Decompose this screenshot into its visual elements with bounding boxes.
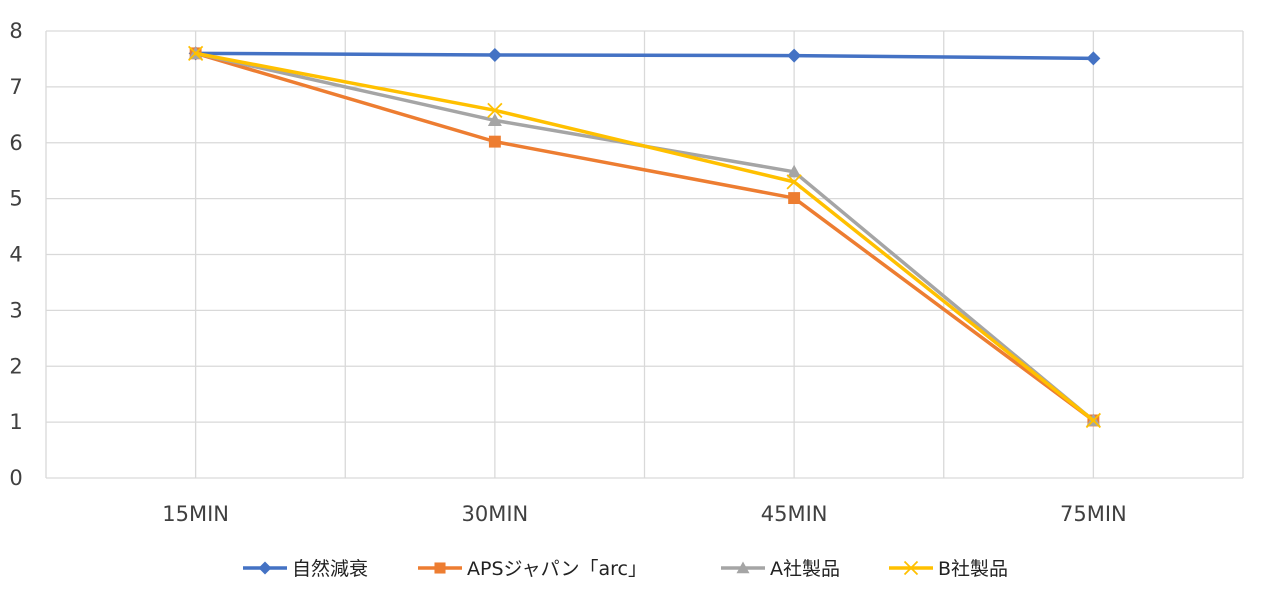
legend-label: A社製品	[770, 558, 840, 580]
data-point	[187, 45, 204, 61]
x-tick-label: 75MIN	[1060, 502, 1127, 526]
data-point	[788, 192, 801, 205]
y-tick-label: 7	[9, 75, 22, 99]
y-tick-label: 8	[9, 19, 22, 43]
square-marker	[788, 192, 801, 205]
legend-item: A社製品	[721, 558, 840, 580]
data-point	[787, 164, 802, 178]
y-tick-label: 4	[9, 243, 22, 267]
data-point	[786, 174, 802, 190]
y-tick-label: 0	[9, 466, 22, 490]
data-point	[1085, 412, 1102, 429]
y-tick-label: 6	[9, 131, 22, 155]
x-marker-stroke	[786, 174, 802, 190]
x-marker-stroke	[1085, 412, 1102, 429]
x-tick-label: 45MIN	[761, 502, 828, 526]
x-tick-label: 30MIN	[462, 502, 529, 526]
square-marker	[434, 562, 446, 574]
diamond-marker	[787, 48, 802, 63]
legend-label: APSジャパン「arc」	[467, 558, 647, 580]
x-marker-stroke	[487, 102, 503, 118]
data-point	[787, 48, 802, 63]
series-line	[193, 51, 1096, 423]
legend-item: APSジャパン「arc」	[418, 558, 647, 580]
data-point	[488, 135, 501, 148]
x-marker-stroke	[187, 45, 204, 61]
diamond-marker	[1086, 51, 1101, 66]
triangle-marker	[736, 561, 750, 574]
legend-label: 自然減衰	[292, 558, 368, 580]
triangle-marker	[787, 164, 802, 178]
y-tick-label: 1	[9, 410, 22, 434]
y-tick-label: 5	[9, 187, 22, 211]
series-line	[193, 51, 1096, 61]
series-line	[193, 51, 1096, 423]
data-point	[1086, 51, 1101, 66]
legend-item: 自然減衰	[243, 558, 368, 580]
data-point	[487, 113, 502, 126]
diamond-marker	[487, 48, 502, 63]
square-marker	[488, 135, 501, 148]
x-marker-stroke	[903, 560, 919, 576]
legend-label: B社製品	[938, 558, 1008, 580]
y-tick-label: 3	[9, 298, 22, 322]
y-tick-label: 2	[9, 354, 22, 378]
series-group	[187, 45, 1102, 429]
data-point	[487, 102, 503, 118]
diamond-marker	[258, 561, 272, 575]
triangle-marker	[487, 113, 502, 126]
legend-item: B社製品	[889, 558, 1008, 580]
data-point	[487, 48, 502, 63]
x-tick-label: 15MIN	[162, 502, 229, 526]
